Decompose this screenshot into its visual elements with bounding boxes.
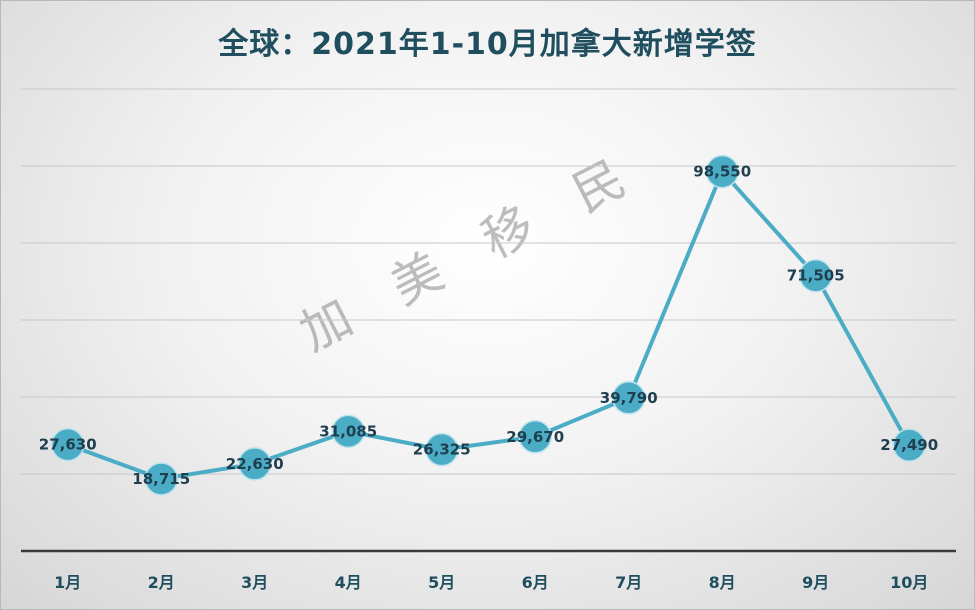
data-label: 29,670 <box>506 428 564 446</box>
data-point <box>799 258 833 293</box>
data-label: 22,630 <box>226 455 284 473</box>
x-tick-label: 9月 <box>802 573 829 592</box>
data-label: 27,630 <box>39 436 97 454</box>
x-tick-label: 8月 <box>709 573 736 592</box>
data-point <box>705 154 739 189</box>
x-tick-label: 5月 <box>428 573 455 592</box>
data-point <box>612 381 646 415</box>
x-tick-label: 2月 <box>148 573 175 592</box>
x-tick-label: 1月 <box>54 573 81 592</box>
data-point <box>331 414 365 449</box>
data-label: 39,790 <box>600 389 658 407</box>
data-point <box>144 462 178 496</box>
data-point <box>238 447 272 481</box>
data-label: 98,550 <box>693 163 751 181</box>
data-point <box>425 432 459 467</box>
data-point <box>51 427 85 462</box>
data-point <box>892 428 926 462</box>
x-tick-label: 7月 <box>615 573 642 592</box>
data-label: 31,085 <box>319 422 377 440</box>
x-tick-label: 3月 <box>241 573 268 592</box>
data-point <box>518 420 552 454</box>
x-tick-label: 6月 <box>522 573 549 592</box>
x-tick-label: 4月 <box>335 573 362 592</box>
data-label: 26,325 <box>413 441 471 459</box>
data-label: 18,715 <box>132 470 190 488</box>
x-tick-label: 10月 <box>890 573 928 592</box>
data-label: 27,490 <box>880 436 938 454</box>
data-label: 71,505 <box>787 267 845 285</box>
series-line <box>67 169 912 481</box>
chart-title: 全球：2021年1-10月加拿大新增学签 <box>218 27 757 62</box>
